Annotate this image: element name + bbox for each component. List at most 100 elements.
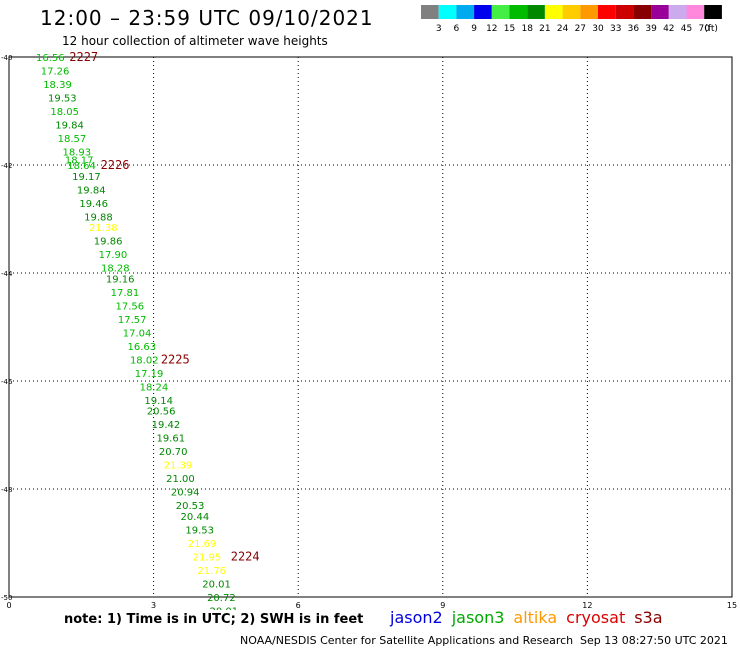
legend-unit: (ft) <box>704 24 718 34</box>
swh-value: 17.81 <box>111 288 140 299</box>
map-title: 12:00 – 23:59 UTC 09/10/2021 <box>40 6 374 30</box>
legend-swatch <box>527 5 545 19</box>
legend-label: 3 <box>436 24 442 34</box>
legend-swatch <box>704 5 722 19</box>
legend-label: 18 <box>521 24 533 34</box>
swh-value: 21.95 <box>193 553 222 564</box>
x-tick-label: 15 <box>727 601 737 610</box>
time-mark: 2227 <box>69 50 98 64</box>
swh-value: 18.17 <box>65 156 94 167</box>
legend-swatch <box>580 5 598 19</box>
swh-value: 18.39 <box>43 80 72 91</box>
swh-value: 20.56 <box>147 407 176 418</box>
time-mark: 2224 <box>231 550 260 564</box>
swh-value: 18.57 <box>58 134 87 145</box>
y-tick-label: -48 <box>1 486 12 494</box>
swh-value: 21.38 <box>89 223 118 234</box>
swh-value: 17.90 <box>99 250 128 261</box>
legend-swatch <box>421 5 439 19</box>
legend-swatch <box>562 5 581 19</box>
legend-swatch <box>686 5 705 19</box>
swh-value: 18.64 <box>67 161 96 172</box>
x-tick-label: 12 <box>582 601 592 610</box>
satellite-name: s3a <box>634 608 663 627</box>
satellite-name: jason2 <box>390 608 443 627</box>
swh-value: 19.86 <box>94 237 123 248</box>
swh-value: 20.01 <box>209 607 238 611</box>
legend-label: 9 <box>471 24 477 34</box>
swh-value: 19.17 <box>72 172 101 183</box>
x-tick-label: 3 <box>151 601 156 610</box>
legend-label: 6 <box>454 24 460 34</box>
swh-value: 20.01 <box>202 580 231 591</box>
map-subtitle: 12 hour collection of altimeter wave hei… <box>62 34 328 48</box>
time-mark: 2226 <box>101 158 130 172</box>
y-tick-label: -46 <box>1 378 13 386</box>
swh-value: 17.04 <box>123 328 152 339</box>
legend-label: 24 <box>557 24 569 34</box>
y-tick-label: -50 <box>1 594 12 602</box>
swh-value: 19.88 <box>84 212 113 223</box>
legend-label: 12 <box>486 24 497 34</box>
swh-value: 20.72 <box>207 593 236 604</box>
swh-value: 19.46 <box>79 199 108 210</box>
legend-label: 36 <box>628 24 640 34</box>
swh-value: 21.76 <box>197 566 226 577</box>
legend-label: 39 <box>645 24 657 34</box>
legend-label: 45 <box>681 24 692 34</box>
swh-value: 20.44 <box>181 512 210 523</box>
y-tick-label: -42 <box>1 162 12 170</box>
y-tick-label: -44 <box>1 270 13 278</box>
legend-label: 27 <box>575 24 586 34</box>
swh-value: 18.24 <box>140 382 169 393</box>
legend-swatch <box>544 5 563 19</box>
x-tick-label: 6 <box>296 601 301 610</box>
legend-swatch <box>456 5 475 19</box>
legend-swatch <box>651 5 669 19</box>
swh-value: 20.94 <box>171 488 200 499</box>
swh-value: 20.70 <box>159 447 188 458</box>
time-mark: 2225 <box>161 352 190 366</box>
swh-value: 21.69 <box>188 539 217 550</box>
color-legend: 3 6 9 12 15 18 21 24 27 30 33 36 39 42 45 70(ft) <box>421 5 722 34</box>
legend-swatch <box>598 5 616 19</box>
swh-value: 16.56 <box>36 53 65 64</box>
legend-swatch <box>438 5 457 19</box>
legend-label: 15 <box>504 24 515 34</box>
swh-value: 18.05 <box>50 107 79 118</box>
swh-value: 17.56 <box>115 301 144 312</box>
swh-value: 19.84 <box>77 185 106 196</box>
swh-value: 18.93 <box>62 148 91 159</box>
legend-label: 42 <box>663 24 674 34</box>
swh-value: 19.84 <box>55 121 84 132</box>
legend-swatch <box>491 5 510 19</box>
swh-value: 16.63 <box>128 342 157 353</box>
legend-label: 21 <box>539 24 550 34</box>
swh-value: 19.53 <box>48 94 77 105</box>
footnote: note: 1) Time is in UTC; 2) SWH is in fe… <box>64 612 364 627</box>
swh-value: 19.14 <box>144 396 173 407</box>
swh-value: 19.53 <box>185 526 214 537</box>
swh-value: 19.42 <box>152 420 181 431</box>
y-tick-label: -40 <box>1 54 12 62</box>
generated-timestamp: Sep 13 08:27:50 UTC 2021 <box>580 634 728 647</box>
swh-value: 18.28 <box>101 264 130 275</box>
credit-text: NOAA/NESDIS Center for Satellite Applica… <box>240 634 574 647</box>
map-frame <box>8 56 733 598</box>
x-tick-label: 0 <box>6 601 11 610</box>
x-tick-label: 9 <box>440 601 445 610</box>
swh-value: 19.61 <box>156 434 185 445</box>
swh-value: 17.19 <box>135 369 164 380</box>
wave-height-map: 0 3 6 9 12 15 -40 -42 -44 -46 -48 -50 16.56 17.26 18.3… <box>1 50 737 611</box>
legend-label: 33 <box>610 24 621 34</box>
swh-value: 17.57 <box>118 315 147 326</box>
satellite-name: altika <box>513 608 558 627</box>
legend-swatch <box>474 5 492 19</box>
satellite-legend: jason2 jason3 altika cryosat s3a <box>390 608 672 627</box>
legend-label: 70 <box>698 24 710 34</box>
satellite-name: cryosat <box>566 608 626 627</box>
swh-value: 21.00 <box>166 474 195 485</box>
swh-value: 19.16 <box>106 274 135 285</box>
legend-swatch <box>668 5 687 19</box>
satellite-name: jason3 <box>451 608 505 627</box>
